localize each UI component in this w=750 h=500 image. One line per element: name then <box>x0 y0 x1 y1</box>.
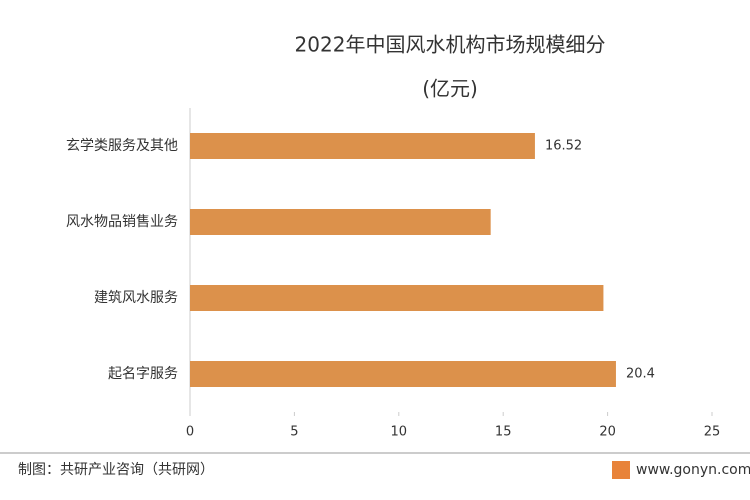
value-label: 20.4 <box>626 367 655 382</box>
x-tick-label: 15 <box>495 425 512 440</box>
y-tick-label: 风水物品销售业务 <box>66 214 178 230</box>
bar <box>190 209 491 235</box>
x-tick-label: 0 <box>186 425 194 440</box>
chart-subtitle: (亿元) <box>422 77 478 101</box>
x-tick-label: 10 <box>391 425 408 440</box>
x-tick-label: 20 <box>599 425 616 440</box>
x-tick-label: 5 <box>290 425 298 440</box>
website: www.gonyn.com <box>636 462 750 478</box>
logo-icon <box>612 461 630 479</box>
value-label: 16.52 <box>545 139 582 154</box>
bar <box>190 285 604 311</box>
x-tick-label: 25 <box>704 425 721 440</box>
chart-title: 2022年中国风水机构市场规模细分 <box>295 33 606 57</box>
y-tick-label: 建筑风水服务 <box>94 290 178 306</box>
bar <box>190 133 535 159</box>
y-tick-label: 起名字服务 <box>108 366 178 382</box>
source-note: 制图：共研产业咨询（共研网） <box>18 462 214 478</box>
y-tick-label: 玄学类服务及其他 <box>66 137 178 154</box>
bar <box>190 361 616 387</box>
